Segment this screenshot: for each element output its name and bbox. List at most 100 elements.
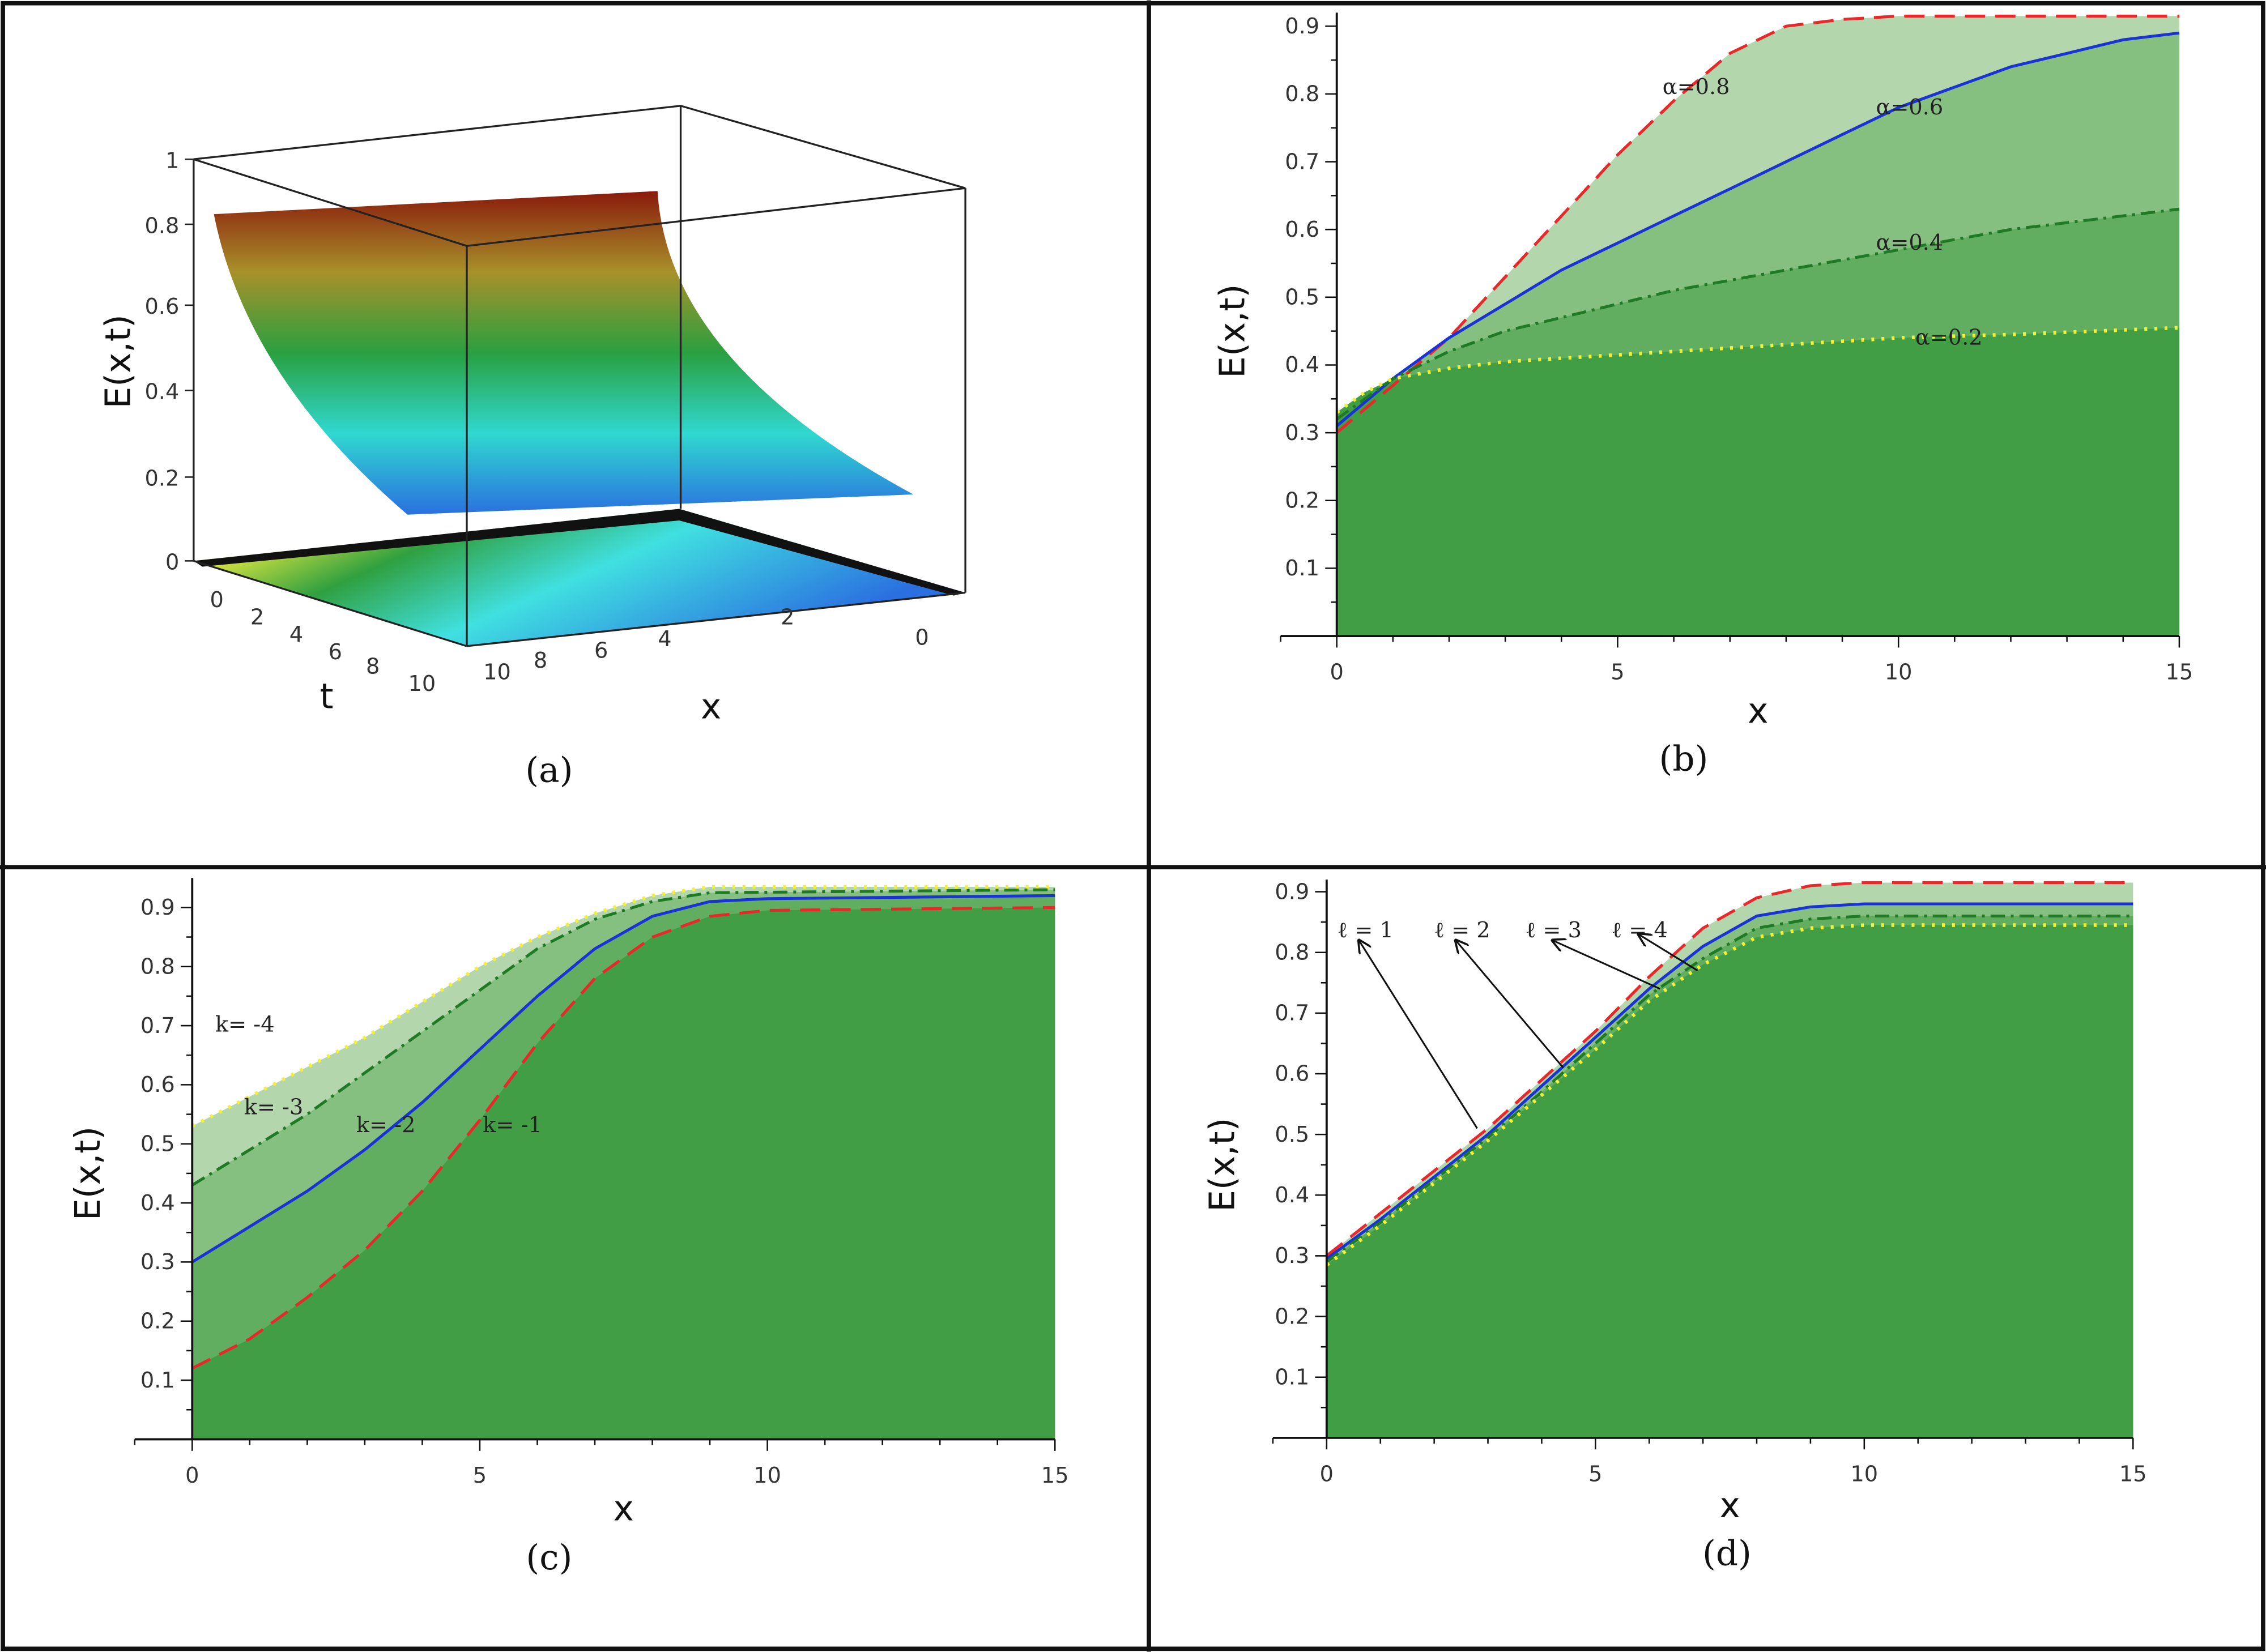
- x-tick-label: 5: [1611, 660, 1624, 685]
- series-annotation: α=0.4: [1876, 230, 1944, 255]
- series-annotation: ℓ = 3: [1526, 917, 1582, 943]
- panel-c-chart: 0 5 10 15 0.1 0.2 0.3 0.4 0.5 0.6 0.7 0.8 0.9 x E(x,t)…: [68, 878, 1069, 1578]
- y-tick-label: 0.7: [140, 1013, 175, 1039]
- series-annotation: α=0.2: [1915, 325, 1983, 351]
- t-tick-label: 10: [408, 671, 436, 697]
- x-tick-label: 2: [781, 605, 794, 630]
- annotation-arrow: [1456, 940, 1564, 1069]
- annotation-arrow: [1359, 940, 1478, 1129]
- surface: [214, 191, 914, 515]
- y-axis-label: E(x,t): [68, 1126, 108, 1220]
- panel-a-xlabel: x: [701, 686, 721, 727]
- series-line-4: [191, 906, 1055, 1370]
- y-tick-label: 0.6: [140, 1072, 175, 1098]
- y-tick-label: 0.1: [140, 1368, 175, 1393]
- x-tick-label: 10: [483, 660, 511, 685]
- y-axis-label: E(x,t): [1212, 284, 1253, 378]
- y-tick-label: 0.5: [1285, 285, 1319, 310]
- x-axis-label: x: [1748, 691, 1768, 731]
- series-annotation: k= -3: [244, 1095, 304, 1120]
- panel-a-tlabel: t: [320, 677, 334, 717]
- y-tick-label: 0.1: [1275, 1364, 1309, 1390]
- series-annotation: k= -1: [483, 1112, 542, 1138]
- x-tick-label: 0: [185, 1463, 199, 1488]
- y-tick-label: 0.6: [1285, 217, 1319, 242]
- y-tick-label: 0.8: [140, 954, 175, 979]
- series-line-4: [1325, 923, 2133, 1267]
- y-tick-label: 0.2: [140, 1308, 175, 1334]
- x-tick-label: 15: [2166, 660, 2193, 685]
- y-tick-label: 0.5: [140, 1131, 175, 1156]
- z-tick-label: 0.8: [144, 213, 179, 238]
- x-axis-label: x: [1719, 1485, 1740, 1526]
- y-tick-label: 0.9: [140, 895, 175, 920]
- x-tick-label: 8: [534, 648, 547, 673]
- series-line-4: [1335, 326, 2180, 414]
- series-line-1: [1326, 881, 2133, 1257]
- bounding-box: [193, 105, 966, 647]
- z-tick-label: 0.2: [144, 466, 179, 492]
- x-tick-label: 6: [594, 638, 608, 663]
- x-tick-label: 4: [658, 626, 671, 652]
- x-tick-label: 15: [2119, 1461, 2147, 1487]
- t-tick-label: 2: [250, 605, 264, 630]
- y-axis-label: E(x,t): [1203, 1118, 1243, 1212]
- panel-d-chart: 0 5 10 15 0.1 0.2 0.3 0.4 0.5 0.6 0.7 0.8 0.9 x E(x,t)…: [1203, 879, 2147, 1573]
- panel-a-zlabel: E(x,t): [99, 314, 139, 408]
- x-tick-label: 0: [1320, 1461, 1334, 1487]
- x-axis-label: x: [614, 1488, 634, 1529]
- y-tick-label: 0.2: [1285, 488, 1319, 514]
- x-tick-label: 10: [1885, 660, 1913, 685]
- area-fill-4: [1336, 327, 2179, 637]
- z-tick-label: 0.4: [144, 379, 179, 405]
- series-annotation: k= -4: [215, 1011, 275, 1037]
- y-tick-label: 0.3: [140, 1249, 175, 1275]
- y-tick-label: 0.8: [1285, 82, 1319, 107]
- panel-a-caption: (a): [525, 750, 573, 791]
- t-tick-label: 8: [366, 654, 380, 679]
- t-tick-label: 4: [289, 622, 303, 647]
- series-line-3: [191, 894, 1055, 1263]
- annotation-arrow: [1552, 940, 1660, 990]
- series-annotation: ℓ = 1: [1338, 917, 1394, 943]
- panel-b-chart: 0 5 10 15 0.1 0.2 0.3 0.4 0.5 0.6 0.7 0.8 0.9 x E(x,t)…: [1212, 12, 2193, 779]
- t-tick-label: 6: [329, 639, 342, 665]
- y-tick-label: 0.4: [140, 1190, 175, 1216]
- annotation-arrow: [1638, 934, 1698, 972]
- y-tick-label: 0.4: [1275, 1183, 1309, 1208]
- series-line-2: [1326, 902, 2133, 1260]
- series-line-3: [1336, 207, 2180, 421]
- x-tick-label: 5: [473, 1463, 487, 1488]
- y-tick-label: 0.9: [1275, 879, 1309, 904]
- x-tick-label: 10: [1850, 1461, 1878, 1487]
- x-tick-label: 0: [915, 625, 928, 650]
- y-tick-label: 0.7: [1285, 149, 1319, 174]
- y-tick-label: 0.8: [1275, 940, 1309, 965]
- floor-edge: [193, 509, 966, 596]
- y-tick-label: 0.7: [1275, 1001, 1309, 1026]
- series-line-2: [1336, 31, 2180, 428]
- z-tick-label: 0: [165, 550, 179, 575]
- panel-caption: (b): [1659, 739, 1708, 779]
- panel-caption: (c): [526, 1538, 572, 1578]
- y-tick-label: 0.4: [1285, 352, 1319, 378]
- series-line-3: [1326, 914, 2133, 1263]
- x-tick-label: 0: [1330, 660, 1344, 685]
- series-annotation: k= -2: [356, 1112, 416, 1138]
- y-tick-label: 0.6: [1275, 1061, 1309, 1087]
- t-tick-label: 0: [210, 587, 223, 613]
- area-fill-4: [1326, 925, 2133, 1438]
- x-tick-label: 15: [1041, 1463, 1069, 1488]
- y-tick-label: 0.3: [1285, 420, 1319, 446]
- y-tick-label: 0.2: [1275, 1304, 1309, 1329]
- area-fill-4: [192, 907, 1055, 1440]
- series-annotation: ℓ = 4: [1612, 917, 1668, 943]
- z-tick-label: 0.6: [144, 294, 179, 319]
- y-tick-label: 0.1: [1285, 556, 1319, 581]
- series-annotation: α=0.8: [1663, 74, 1730, 100]
- series-annotation: ℓ = 2: [1434, 917, 1490, 943]
- y-tick-label: 0.9: [1285, 14, 1319, 39]
